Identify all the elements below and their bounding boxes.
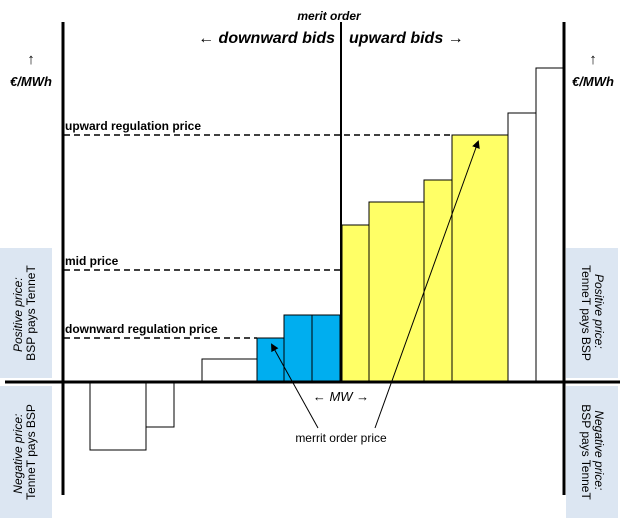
left-positive-panel xyxy=(0,248,52,378)
downward-bid-negative-1 xyxy=(89,381,147,451)
downward-accepted-bid-1 xyxy=(256,337,285,383)
downward-bids-label: ← downward bids xyxy=(198,30,335,47)
left-negative-text: Negative price: TenneT pays BSP xyxy=(11,404,38,500)
mw-label: ← MW → xyxy=(313,389,369,404)
upward-accepted-bid-3 xyxy=(423,179,453,383)
left-negative-panel xyxy=(0,386,52,518)
upward-regulation-price-label: upward regulation price xyxy=(65,119,201,133)
left-unit-arrow-icon: ↑ xyxy=(27,51,35,68)
upward-bid-2 xyxy=(535,67,565,383)
upward-accepted-bid-4 xyxy=(451,134,509,383)
right-negative-panel xyxy=(566,386,618,518)
right-positive-text: Positive price: TenneT pays BSP xyxy=(579,265,606,361)
right-unit-label: €/MWh xyxy=(572,74,614,89)
arrow-to-upward-bid-icon xyxy=(374,140,480,429)
left-positive-text: Positive price: BSP pays TenneT xyxy=(11,265,38,361)
downward-accepted-bid-2 xyxy=(283,314,313,383)
mid-price-label: mid price xyxy=(65,254,119,268)
right-positive-panel xyxy=(566,248,618,378)
arrow-to-downward-bid-icon xyxy=(271,343,319,429)
downward-bid-negative-2 xyxy=(145,381,175,428)
merit-order-title: merit order xyxy=(297,9,362,23)
upward-bid-1 xyxy=(507,112,537,383)
merit-order-price-label: merrit order price xyxy=(295,431,387,445)
upward-accepted-bid-1 xyxy=(341,224,370,383)
upward-accepted-bid-2 xyxy=(368,201,425,383)
downward-bid-1 xyxy=(201,358,258,383)
downward-accepted-bid-3 xyxy=(311,314,341,383)
upward-bids-label: upward bids → xyxy=(349,30,464,47)
right-negative-text: Negative price: BSP pays TenneT xyxy=(579,404,606,500)
left-unit-label: €/MWh xyxy=(10,74,52,89)
right-unit-arrow-icon: ↑ xyxy=(589,51,597,68)
downward-regulation-price-label: downward regulation price xyxy=(65,322,218,336)
